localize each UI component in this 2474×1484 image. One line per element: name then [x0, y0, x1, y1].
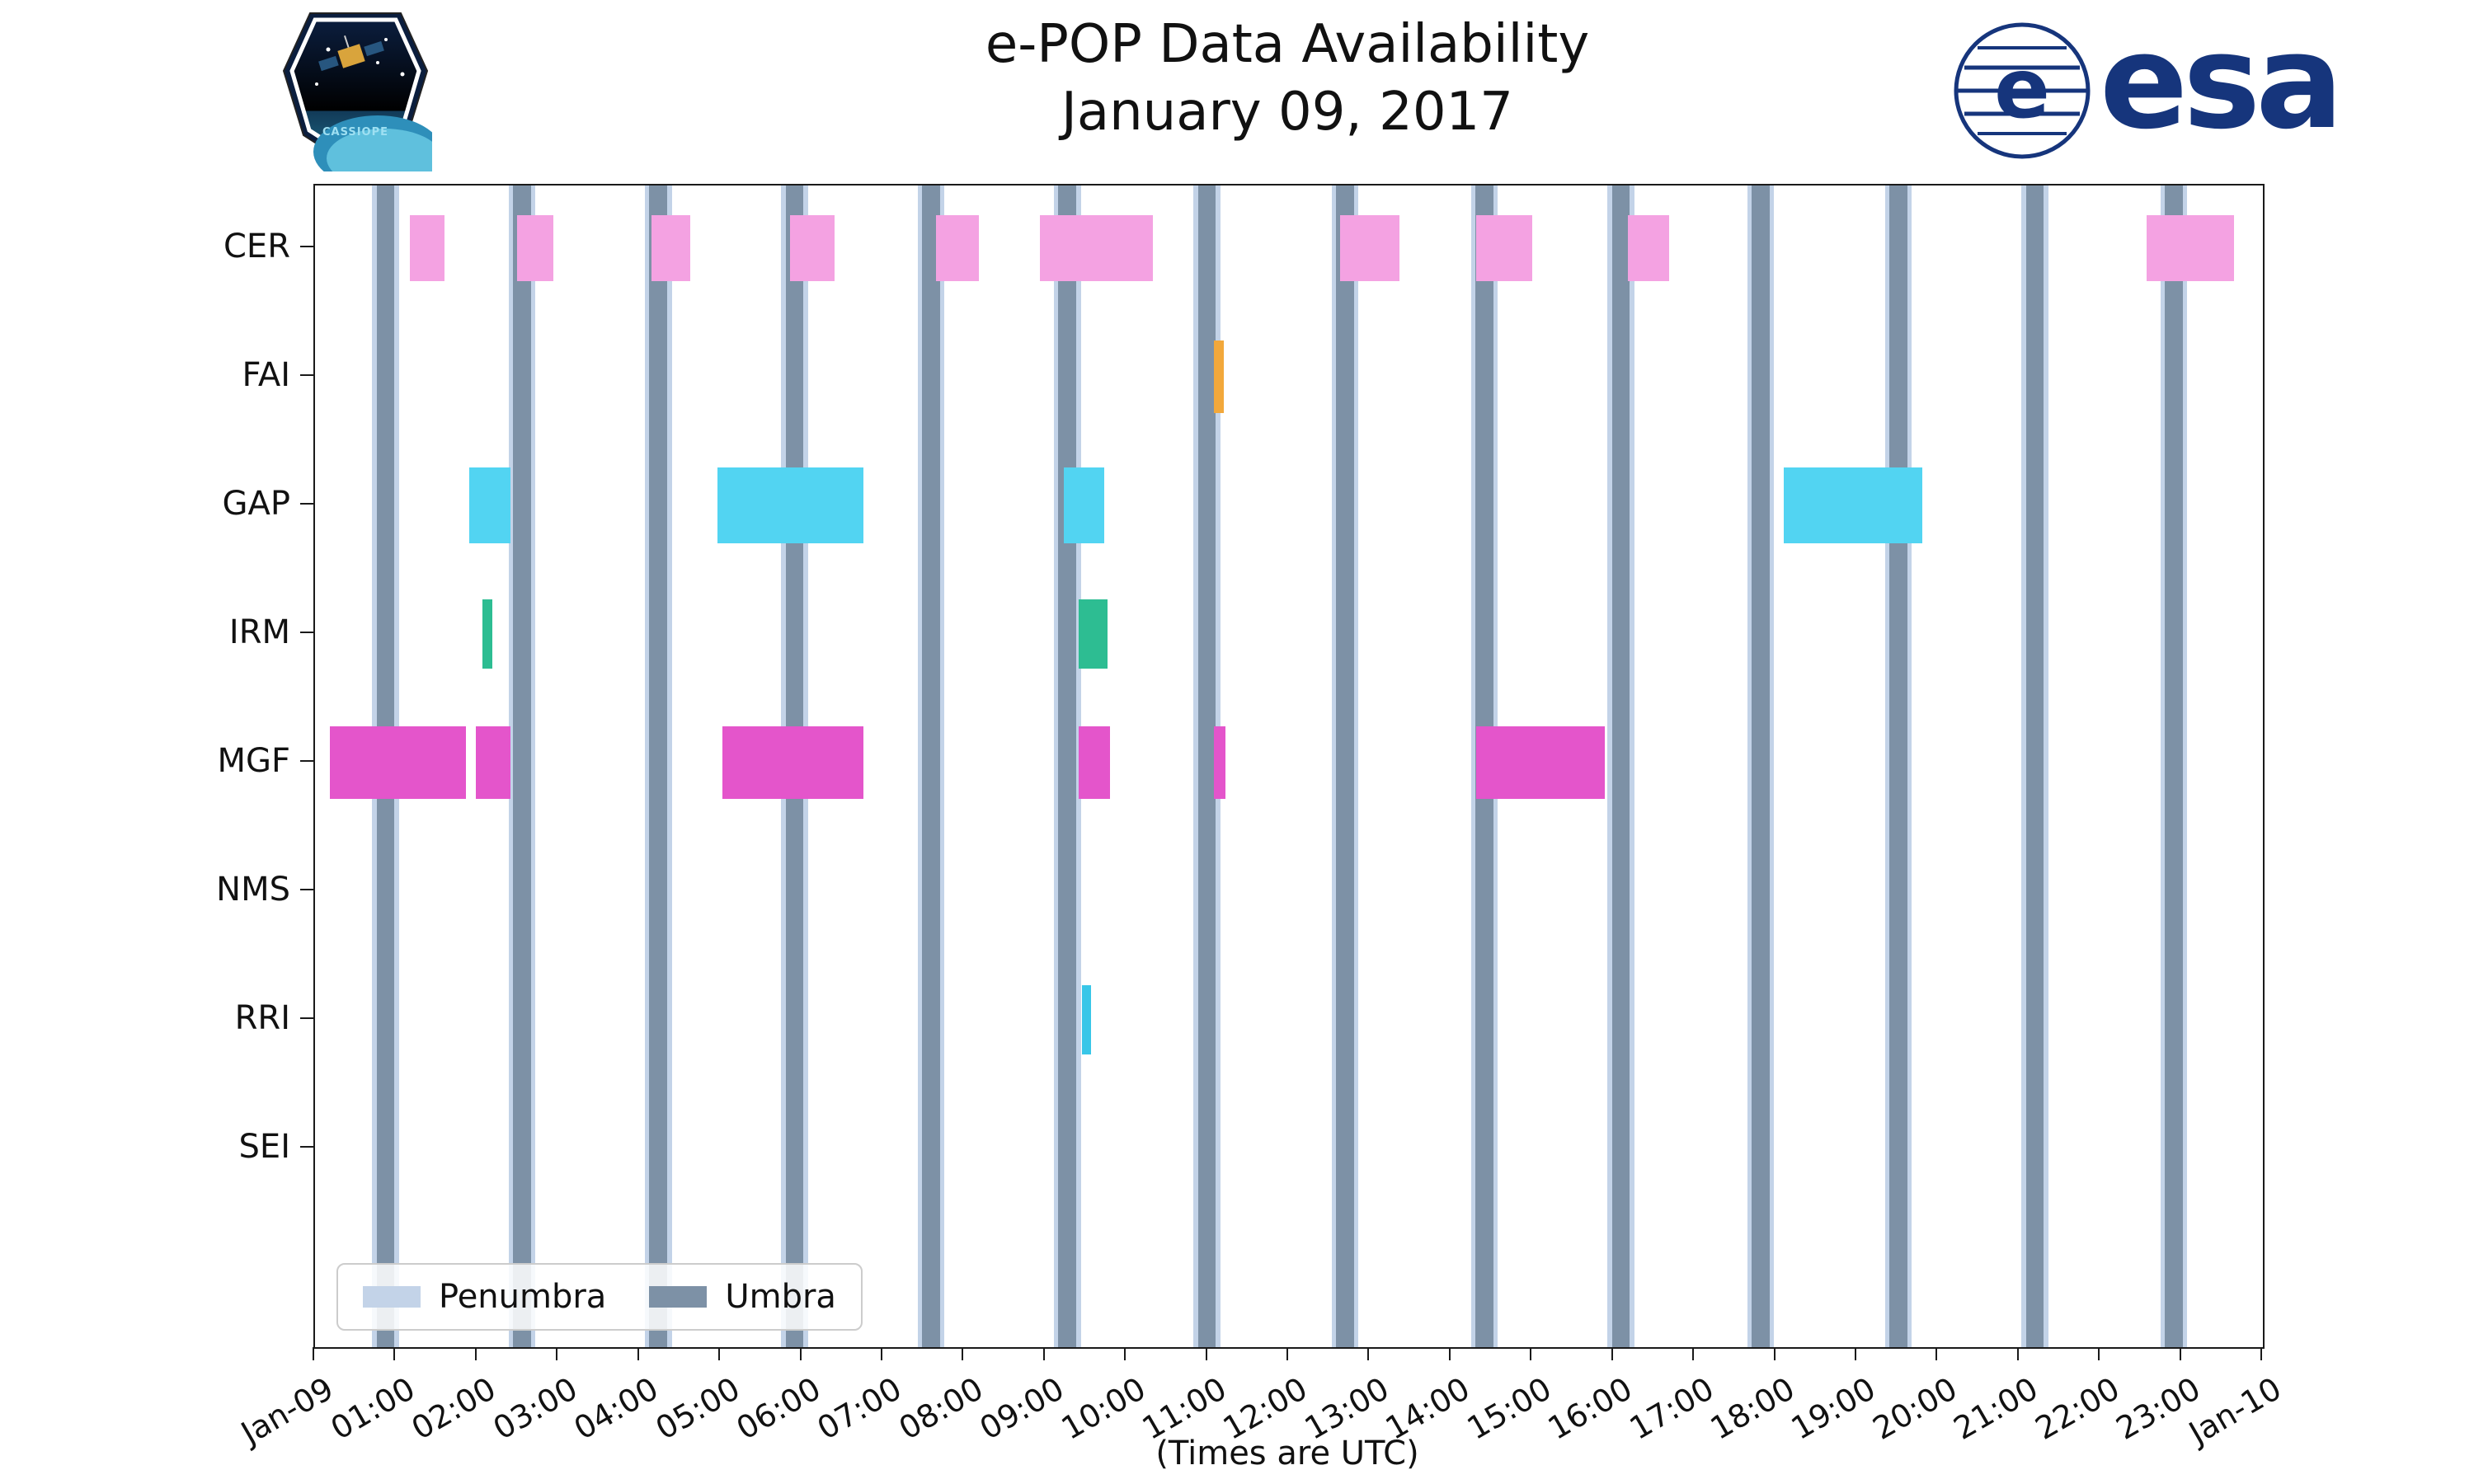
x-tick [2098, 1347, 2100, 1360]
row-label-irm: IRM [228, 613, 290, 651]
patch-name-text: CASSIOPE [322, 126, 388, 139]
availability-bar-cer [1039, 215, 1153, 281]
umbra-label: Umbra [725, 1278, 836, 1316]
x-axis-note: (Times are UTC) [1155, 1435, 1419, 1472]
availability-bar-mgf [722, 726, 864, 799]
umbra-band [513, 186, 531, 1347]
availability-bar-cer [1340, 215, 1399, 281]
legend-item-umbra: Umbra [649, 1278, 836, 1316]
x-tick [556, 1347, 558, 1360]
y-tick [300, 760, 313, 762]
y-tick [300, 1146, 313, 1148]
umbra-swatch [649, 1286, 708, 1308]
availability-bar-cer [789, 215, 835, 281]
x-tick [1124, 1347, 1126, 1360]
chart-title: e-POP Data Availability [985, 14, 1590, 75]
x-tick [2179, 1347, 2181, 1360]
umbra-band [1058, 186, 1077, 1347]
availability-bar-cer [651, 215, 690, 281]
x-tick [313, 1347, 314, 1360]
availability-bar-fai [1214, 340, 1225, 413]
x-tick [1773, 1347, 1776, 1360]
availability-bar-mgf [1476, 726, 1605, 799]
x-tick [1205, 1347, 1207, 1360]
x-tick [1854, 1347, 1856, 1360]
availability-bar-gap [468, 467, 511, 543]
umbra-band [2025, 186, 2044, 1347]
umbra-band [1336, 186, 1354, 1347]
y-tick [300, 889, 313, 890]
availability-bar-rri [1082, 985, 1091, 1054]
umbra-band [1751, 186, 1770, 1347]
availability-bar-mgf [329, 726, 467, 799]
plot-area: Penumbra Umbra [313, 184, 2265, 1349]
availability-bar-irm [1079, 599, 1108, 669]
row-label-cer: CER [223, 228, 290, 265]
x-tick [1042, 1347, 1045, 1360]
x-tick [474, 1347, 477, 1360]
availability-bar-cer [410, 215, 445, 281]
umbra-band [2164, 186, 2183, 1347]
x-tick [718, 1347, 721, 1360]
availability-bar-mgf [475, 726, 511, 799]
row-label-rri: RRI [234, 999, 290, 1037]
x-tick [1692, 1347, 1695, 1360]
penumbra-swatch [363, 1286, 421, 1308]
x-tick [1611, 1347, 1613, 1360]
availability-bar-irm [482, 599, 492, 669]
availability-bar-gap [1784, 467, 1922, 543]
y-tick [300, 503, 313, 505]
x-tick [2016, 1347, 2019, 1360]
availability-bar-cer [935, 215, 980, 281]
umbra-band [1197, 186, 1216, 1347]
availability-bar-cer [2147, 215, 2234, 281]
row-label-mgf: MGF [217, 742, 290, 780]
availability-bar-mgf [1079, 726, 1111, 799]
x-tick [1530, 1347, 1532, 1360]
legend: Penumbra Umbra [336, 1263, 863, 1331]
y-tick [300, 1017, 313, 1019]
x-tick [799, 1347, 802, 1360]
esa-wordmark: esa [2100, 7, 2344, 158]
umbra-band [1611, 186, 1630, 1347]
chart-subtitle: January 09, 2017 [1061, 81, 1513, 143]
umbra-band [649, 186, 668, 1347]
row-label-fai: FAI [242, 356, 291, 394]
cassiope-patch-logo: CASSIOPE [282, 12, 432, 171]
availability-bar-cer [1628, 215, 1669, 281]
x-tick [1935, 1347, 1938, 1360]
x-tick [637, 1347, 639, 1360]
row-label-gap: GAP [222, 485, 290, 523]
x-tick [1286, 1347, 1288, 1360]
availability-bar-cer [517, 215, 554, 281]
row-label-sei: SEI [238, 1128, 290, 1166]
availability-bar-cer [1476, 215, 1533, 281]
chart-title-block: e-POP Data Availability January 09, 2017 [313, 12, 2261, 147]
esa-logo: e esa [1953, 17, 2344, 160]
y-tick [300, 632, 313, 633]
availability-bar-gap [1064, 467, 1104, 543]
availability-bar-gap [717, 467, 864, 543]
x-tick [962, 1347, 964, 1360]
svg-text:e: e [1994, 40, 2050, 137]
esa-globe-icon: e [1954, 22, 2091, 159]
x-tick [1367, 1347, 1370, 1360]
x-tick [2260, 1347, 2262, 1360]
x-tick [393, 1347, 396, 1360]
y-tick [300, 246, 313, 247]
x-tick [1448, 1347, 1451, 1360]
umbra-band [922, 186, 940, 1347]
y-tick [300, 374, 313, 376]
row-label-nms: NMS [216, 871, 290, 909]
availability-bar-mgf [1214, 726, 1226, 799]
legend-item-penumbra: Penumbra [363, 1278, 606, 1316]
x-tick [880, 1347, 882, 1360]
penumbra-label: Penumbra [439, 1278, 607, 1316]
patch-satellite-icon [318, 35, 384, 72]
umbra-band [1889, 186, 1907, 1347]
